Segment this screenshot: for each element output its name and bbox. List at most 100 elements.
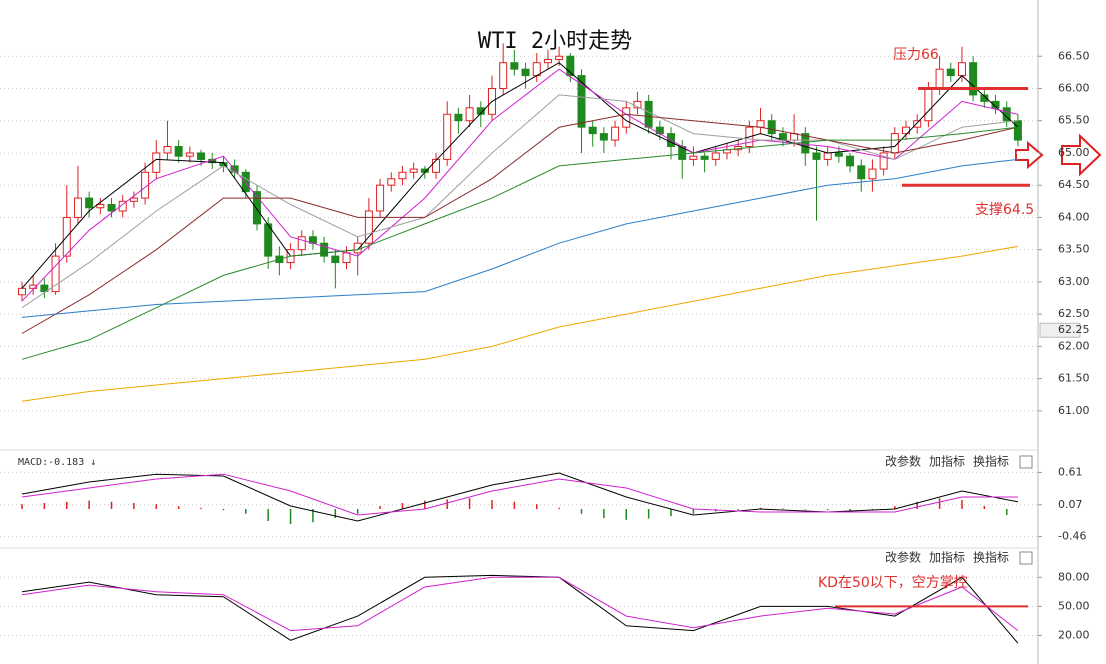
candle-body: [96, 204, 105, 209]
annotation: KD在50以下，空方掌控: [818, 575, 968, 591]
candle-body: [241, 171, 250, 193]
candle-body: [935, 68, 944, 89]
candle-body: [454, 113, 463, 122]
candle-body: [879, 152, 888, 170]
y-tick-label: 61.50: [1058, 372, 1090, 385]
arrow-icon: [1061, 133, 1102, 177]
candle-body: [767, 120, 776, 135]
y-tick-label: 64.00: [1058, 210, 1090, 223]
y-tick-label: 65.00: [1058, 146, 1090, 159]
candle-body: [107, 204, 116, 212]
indicator-line: [21, 472, 1018, 522]
arrow-icon: [1015, 140, 1044, 170]
candle-body: [252, 191, 261, 225]
candle-body: [756, 120, 765, 128]
candle-body: [29, 284, 38, 289]
candle-body: [409, 168, 418, 173]
candle-body: [499, 62, 508, 89]
candle-body: [476, 107, 485, 115]
candle-body: [577, 75, 586, 128]
candle-body: [320, 242, 329, 257]
candle-body: [969, 62, 978, 96]
candle-body: [342, 252, 351, 264]
button[interactable]: 改参数: [885, 454, 921, 469]
candle-body: [129, 197, 138, 202]
y-tick-label: 63.50: [1058, 243, 1090, 256]
price-box: [1039, 322, 1081, 338]
candle-body: [40, 284, 49, 293]
y-tick-label: 63.00: [1058, 275, 1090, 288]
button[interactable]: 换指标: [973, 550, 1009, 565]
candle-body: [465, 107, 474, 122]
button[interactable]: 换指标: [973, 454, 1009, 469]
candle-body: [711, 152, 720, 160]
indicator-line: [21, 473, 1018, 516]
y-tick-label: 65.50: [1058, 114, 1090, 127]
candle-body: [957, 62, 966, 77]
candle-body: [163, 146, 172, 154]
candle-body: [566, 55, 575, 77]
indicator-line: [21, 245, 1018, 402]
candle-body: [812, 152, 821, 160]
y-tick-label: 62.00: [1058, 339, 1090, 352]
candle-body: [689, 155, 698, 160]
close-button[interactable]: [1019, 551, 1033, 565]
candle-body: [18, 287, 26, 296]
indicator-line: [21, 126, 1018, 360]
indicator-line: [21, 158, 1018, 318]
candle-body: [73, 197, 82, 218]
candle-body: [185, 152, 194, 157]
indicator-line: [21, 113, 1019, 334]
candle-body: [152, 152, 161, 173]
candle-body: [801, 133, 810, 154]
candle-body: [510, 62, 519, 70]
button[interactable]: 加指标: [929, 550, 965, 565]
last-price-label: 62.25: [1058, 323, 1090, 336]
candle-body: [264, 223, 273, 257]
candle-body: [51, 255, 60, 293]
candle-body: [443, 113, 452, 160]
candle-body: [331, 255, 340, 264]
candle-body: [913, 120, 922, 128]
candle-body: [868, 168, 877, 180]
candle-body: [521, 68, 530, 77]
candle-body: [924, 87, 933, 122]
button[interactable]: 改参数: [885, 550, 921, 565]
candle-body: [980, 94, 989, 102]
indicator-label: MACD:-0.183 ↓: [18, 457, 96, 468]
candle-body: [622, 107, 631, 128]
annotation: 压力66: [893, 47, 939, 63]
y-tick-label: 64.50: [1058, 178, 1090, 191]
candle-body: [823, 152, 832, 160]
button[interactable]: 加指标: [929, 454, 965, 469]
candle-body: [197, 152, 206, 160]
candle-body: [834, 152, 843, 157]
candle-body: [118, 200, 127, 212]
candle-body: [297, 236, 306, 251]
candle-body: [432, 158, 441, 173]
candle-body: [991, 100, 1000, 109]
candle-body: [387, 178, 396, 186]
y-tick-label: 0.61: [1058, 465, 1083, 478]
candle-body: [946, 68, 955, 77]
close-button[interactable]: [1019, 455, 1033, 469]
candle-body: [644, 100, 653, 128]
y-tick-label: 66.00: [1058, 81, 1090, 94]
chart-title: WTI 2小时走势: [478, 29, 632, 54]
candle-body: [85, 197, 94, 209]
candle-body: [353, 242, 362, 254]
candle-body: [857, 165, 866, 180]
candle-body: [398, 171, 407, 180]
y-tick-label: 50.00: [1058, 599, 1090, 612]
y-tick-label: -0.46: [1058, 530, 1086, 543]
candle-body: [174, 146, 183, 157]
y-tick-label: 61.00: [1058, 404, 1090, 417]
candle-body: [700, 155, 709, 160]
y-tick-label: 66.50: [1058, 49, 1090, 62]
candle-body: [555, 55, 564, 60]
candle-body: [588, 126, 597, 135]
annotation: 支撑64.5: [975, 202, 1034, 218]
y-tick-label: 0.07: [1058, 498, 1083, 511]
